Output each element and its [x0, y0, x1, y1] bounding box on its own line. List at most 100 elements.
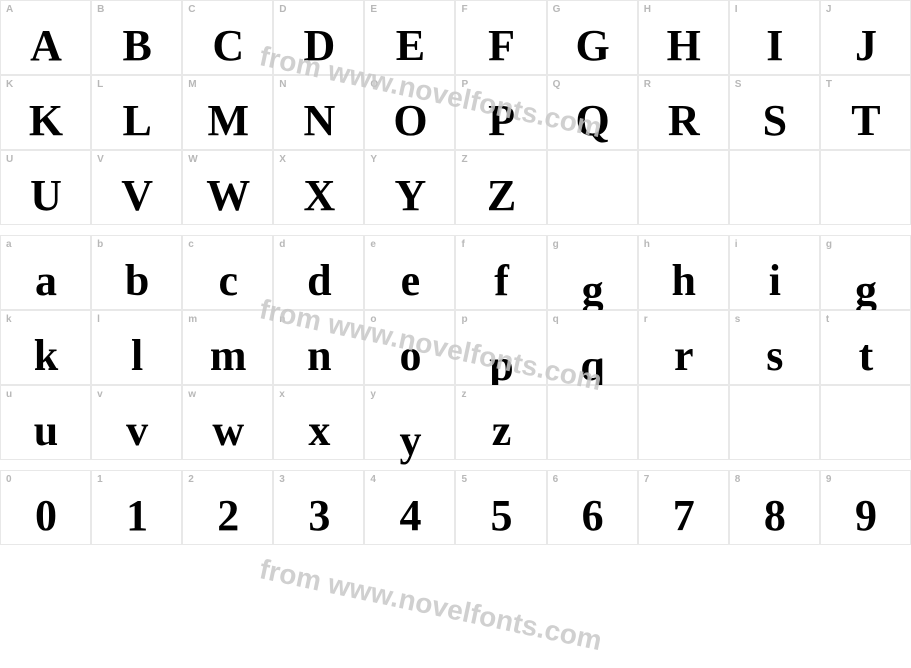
glyph-cell: pp — [455, 310, 546, 385]
cell-glyph: 6 — [582, 494, 603, 538]
glyph-cell: mm — [182, 310, 273, 385]
cell-label: B — [97, 4, 104, 15]
cell-label: D — [279, 4, 286, 15]
cell-glyph: R — [668, 99, 699, 143]
cell-label: Z — [461, 154, 467, 165]
glyph-cell: ll — [91, 310, 182, 385]
glyph-cell — [638, 385, 729, 460]
glyph-cell — [820, 150, 911, 225]
glyph-cell: QQ — [547, 75, 638, 150]
cell-glyph: U — [30, 174, 61, 218]
cell-label: O — [370, 79, 378, 90]
cell-glyph: 7 — [673, 494, 694, 538]
cell-label: N — [279, 79, 286, 90]
cell-glyph: W — [206, 174, 249, 218]
cell-glyph: N — [303, 99, 334, 143]
cell-glyph: q — [580, 344, 603, 388]
cell-label: y — [370, 389, 376, 400]
cell-label: 2 — [188, 474, 194, 485]
glyph-cell: TT — [820, 75, 911, 150]
cell-glyph: C — [212, 24, 243, 68]
glyph-cell: YY — [364, 150, 455, 225]
glyph-cell: BB — [91, 0, 182, 75]
glyph-cell: 33 — [273, 470, 364, 545]
glyph-cell: 66 — [547, 470, 638, 545]
cell-glyph: A — [30, 24, 61, 68]
glyph-cell: dd — [273, 235, 364, 310]
cell-glyph: t — [859, 334, 873, 378]
cell-label: W — [188, 154, 197, 165]
cell-glyph: Y — [395, 174, 426, 218]
cell-label: 1 — [97, 474, 103, 485]
cell-glyph: z — [492, 409, 511, 453]
cell-glyph: H — [667, 24, 700, 68]
cell-label: Y — [370, 154, 377, 165]
cell-glyph: M — [207, 99, 248, 143]
section-uppercase: AABBCCDDEEFFGGHHIIJJKKLLMMNNOOPPQQRRSSTT… — [0, 0, 911, 225]
cell-glyph: r — [674, 334, 693, 378]
cell-glyph: k — [34, 334, 57, 378]
glyph-cell: DD — [273, 0, 364, 75]
cell-label: H — [644, 4, 651, 15]
glyph-cell — [729, 385, 820, 460]
glyph-cell: OO — [364, 75, 455, 150]
glyph-cell: HH — [638, 0, 729, 75]
cell-glyph: a — [35, 259, 56, 303]
glyph-cell: bb — [91, 235, 182, 310]
cell-glyph: n — [307, 334, 330, 378]
cell-label: 5 — [461, 474, 467, 485]
cell-glyph: Q — [576, 99, 609, 143]
cell-glyph: 8 — [764, 494, 785, 538]
glyph-cell: xx — [273, 385, 364, 460]
cell-glyph: J — [855, 24, 876, 68]
section-lowercase: aabbccddeeffgghhiiggkkllmmnnooppqqrrsstt… — [0, 235, 911, 460]
cell-label: S — [735, 79, 742, 90]
glyph-cell: 22 — [182, 470, 273, 545]
cell-label: z — [461, 389, 466, 400]
cell-label: I — [735, 4, 738, 15]
cell-glyph: 0 — [35, 494, 56, 538]
cell-glyph: T — [851, 99, 879, 143]
cell-label: J — [826, 4, 832, 15]
cell-label: e — [370, 239, 376, 250]
cell-glyph: X — [303, 174, 334, 218]
cell-label: x — [279, 389, 285, 400]
cell-glyph: i — [769, 259, 780, 303]
glyph-cell: uu — [0, 385, 91, 460]
cell-glyph: p — [489, 344, 512, 388]
glyph-cell: EE — [364, 0, 455, 75]
cell-label: 7 — [644, 474, 650, 485]
cell-label: b — [97, 239, 103, 250]
glyph-cell: UU — [0, 150, 91, 225]
cell-glyph: o — [399, 334, 420, 378]
glyph-cell — [547, 385, 638, 460]
cell-label: c — [188, 239, 194, 250]
cell-glyph: L — [122, 99, 150, 143]
cell-label: l — [97, 314, 100, 325]
cell-label: k — [6, 314, 12, 325]
glyph-cell: LL — [91, 75, 182, 150]
glyph-cell: zz — [455, 385, 546, 460]
cell-label: m — [188, 314, 197, 325]
glyph-cell: kk — [0, 310, 91, 385]
glyph-cell: yy — [364, 385, 455, 460]
watermark-text: from www.novelfonts.com — [257, 553, 605, 657]
cell-glyph: s — [766, 334, 782, 378]
cell-glyph: e — [401, 259, 420, 303]
cell-label: 4 — [370, 474, 376, 485]
cell-glyph: l — [131, 334, 142, 378]
glyph-cell: 77 — [638, 470, 729, 545]
cell-label: t — [826, 314, 829, 325]
glyph-cell: 44 — [364, 470, 455, 545]
cell-glyph: x — [308, 409, 329, 453]
glyph-cell: GG — [547, 0, 638, 75]
cell-glyph: 4 — [399, 494, 420, 538]
cell-label: h — [644, 239, 650, 250]
cell-glyph: G — [576, 24, 609, 68]
glyph-cell: ii — [729, 235, 820, 310]
glyph-cell: tt — [820, 310, 911, 385]
cell-label: 9 — [826, 474, 832, 485]
cell-label: P — [461, 79, 468, 90]
glyph-cell: 11 — [91, 470, 182, 545]
cell-glyph: V — [121, 174, 152, 218]
